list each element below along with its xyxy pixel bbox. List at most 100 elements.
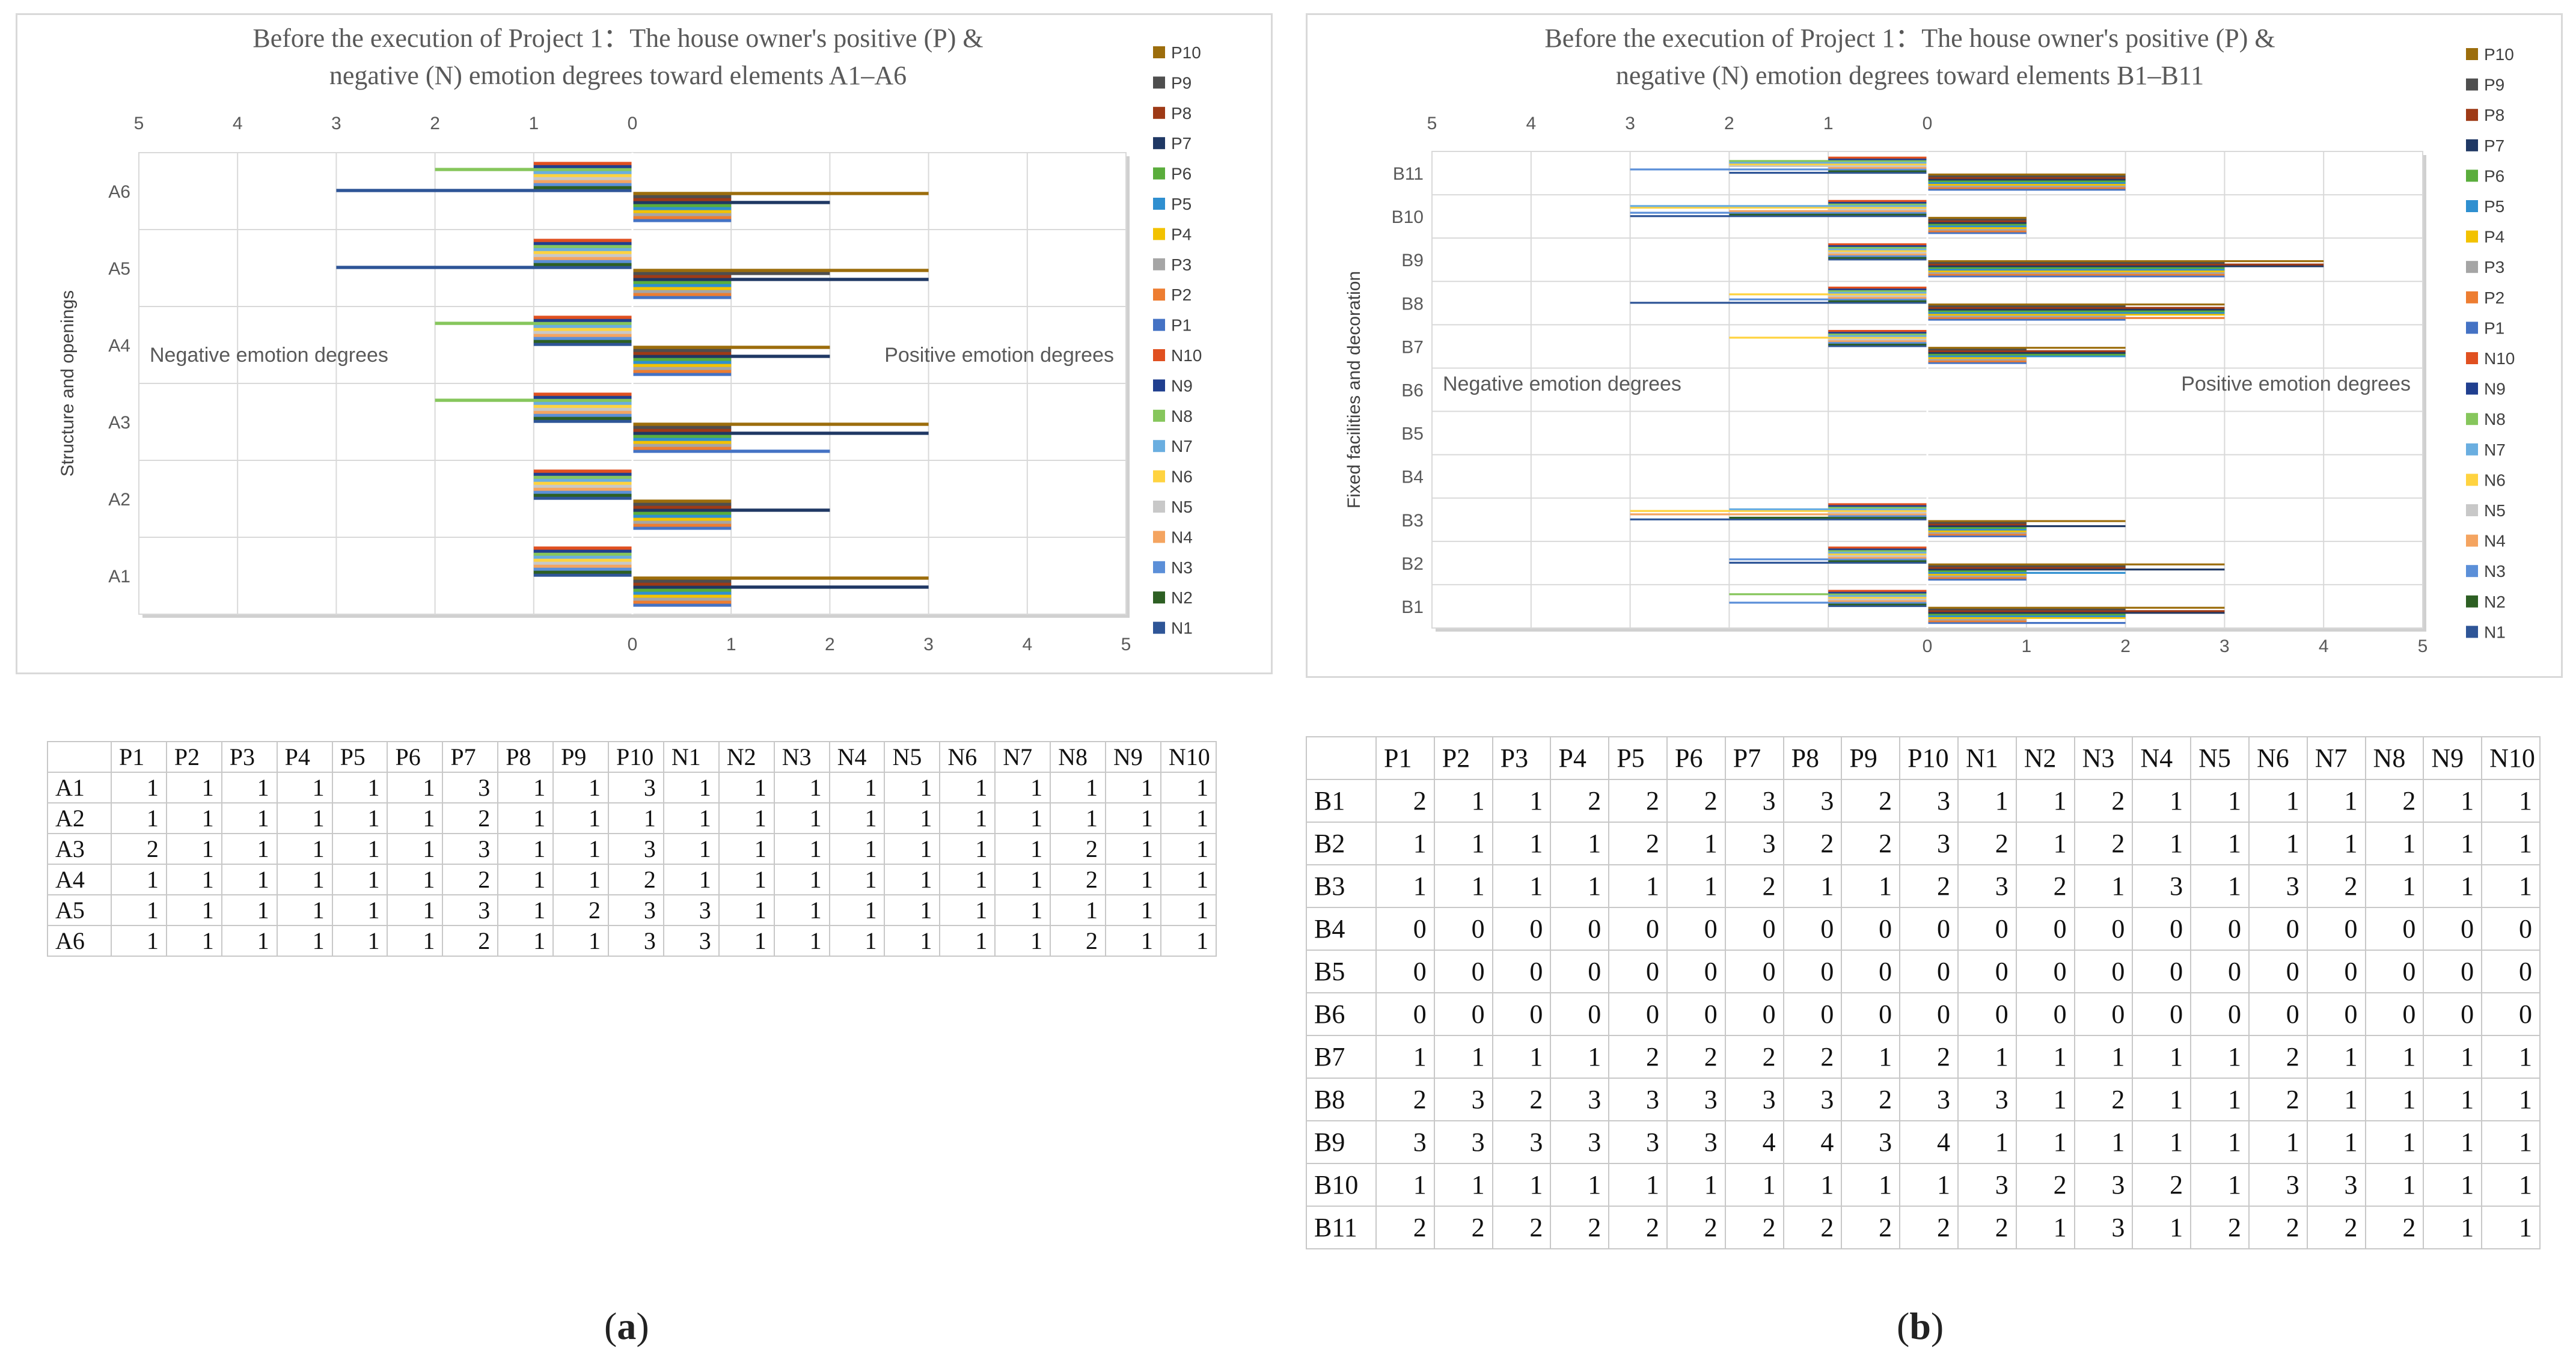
table-cell: 2: [2073, 822, 2134, 865]
table-cell: 2: [1899, 1206, 1959, 1249]
bar-B7-N1: [1828, 345, 1927, 347]
bar-A2-P5: [632, 514, 732, 518]
table-cell: 0: [2423, 907, 2483, 951]
category-label: A3: [108, 413, 130, 433]
table-cell: 1: [2132, 1120, 2192, 1164]
legend-label-N8: N8: [2484, 410, 2506, 428]
bottom-tick-label: 1: [2021, 636, 2031, 656]
table-cell: 1: [994, 894, 1051, 926]
bar-A1-N8: [533, 552, 632, 556]
bar-B11-P10: [1927, 173, 2126, 175]
top-tick-label: 1: [528, 114, 539, 133]
legend-swatch-N9: [1153, 379, 1165, 392]
table-cell: 2: [111, 833, 167, 865]
bar-B1-P9: [1927, 608, 2126, 611]
bar-A6-N5: [533, 177, 632, 180]
category-label: B2: [1401, 554, 1424, 574]
bar-A5-N6: [533, 251, 632, 254]
table-cell: 1: [387, 925, 444, 957]
table-header-cell: P3: [221, 741, 278, 773]
table-cell: 1: [2481, 1163, 2541, 1207]
table-cell: 2: [608, 864, 664, 895]
bar-B11-P9: [1927, 175, 2126, 177]
table-header-cell: P5: [331, 741, 388, 773]
table-cell: 3: [1724, 1078, 1784, 1121]
bar-B2-N9: [1828, 548, 1927, 550]
table-cell: 1: [2481, 1120, 2541, 1164]
table-cell: 0: [1899, 950, 1959, 993]
table-cell: 3: [1550, 1078, 1610, 1121]
legend-label-N4: N4: [1171, 528, 1193, 546]
legend-label-N8: N8: [1171, 407, 1193, 425]
bottom-tick-label: 4: [1022, 635, 1032, 654]
bar-B7-N5: [1828, 338, 1927, 341]
legend-label-P5: P5: [2484, 197, 2504, 216]
bar-A6-P9: [632, 195, 732, 198]
top-tick-label: 3: [1625, 114, 1635, 133]
table-cell: 1: [718, 925, 775, 957]
bar-B9-N3: [1828, 255, 1927, 257]
table-cell: 1: [2423, 1163, 2483, 1207]
table-cell: 0: [2190, 992, 2250, 1036]
bar-B1-N2: [1828, 603, 1927, 606]
legend-swatch-P3: [2466, 261, 2478, 273]
bottom-tick-label: 1: [726, 635, 736, 654]
table-cell: 1: [2132, 1206, 2192, 1249]
bar-A3-P10: [632, 422, 929, 426]
table-cell: 1: [1433, 864, 1493, 908]
table-cell: 3: [1899, 1078, 1959, 1121]
bar-B3-P10: [1927, 520, 2126, 522]
bar-B10-N1: [1630, 215, 1927, 218]
table-cell: 0: [1375, 907, 1435, 951]
table-cell: 1: [2364, 1035, 2425, 1079]
table-cell: 0: [1491, 992, 1552, 1036]
category-label: B8: [1401, 294, 1424, 314]
bar-B3-P8: [1927, 523, 2027, 526]
category-label: A1: [108, 567, 130, 587]
table-cell: 1: [165, 864, 222, 895]
table-cell: 0: [2073, 950, 2134, 993]
bar-B9-P3: [1927, 272, 2225, 274]
table-cell: 1: [773, 772, 830, 803]
bar-B8-N1: [1630, 302, 1927, 304]
table-cell: 1: [718, 772, 775, 803]
table-row: B3 1 1 1 1 1 1 2 1 1 2 3 2 1 3 1 3 2 1 1 1: [1306, 864, 2541, 908]
table-cell: 1: [1491, 822, 1552, 865]
bar-B7-P9: [1927, 348, 2027, 351]
table-cell: 1: [497, 772, 554, 803]
bar-A1-P7: [632, 585, 929, 589]
table-cell: 0: [1957, 907, 2017, 951]
chart-subtitle: negative (N) emotion degrees toward elem…: [329, 61, 907, 90]
positive-area-label: Positive emotion degrees: [2181, 373, 2411, 395]
bar-B2-N4: [1828, 556, 1927, 559]
legend-label-N10: N10: [2484, 349, 2515, 368]
bar-A1-N7: [533, 555, 632, 559]
bar-B8-P3: [1927, 315, 2126, 317]
table-row: A3 2 1 1 1 1 1 3 1 1 3 1 1 1 1 1 1 1 2 1 1: [47, 833, 1217, 865]
bar-B7-P4: [1927, 356, 2027, 359]
legend-swatch-N6: [1153, 470, 1165, 483]
bar-A2-P6: [632, 511, 732, 515]
table-row-label: B11: [1306, 1206, 1377, 1249]
bar-A6-N1: [336, 189, 632, 192]
bar-B8-P10: [1927, 303, 2225, 306]
bar-A3-N1: [533, 419, 632, 423]
bar-B1-N4: [1828, 600, 1927, 602]
table-cell: 2: [1724, 1035, 1784, 1079]
bar-A3-N9: [533, 395, 632, 399]
bar-A5-P6: [632, 281, 732, 284]
bar-A3-N8: [435, 398, 632, 402]
bar-A4-N6: [533, 328, 632, 331]
bar-B9-N2: [1828, 257, 1927, 259]
legend-label-P1: P1: [1171, 316, 1192, 335]
bar-B10-P5: [1927, 225, 2027, 228]
bar-B8-P1: [1927, 319, 2126, 321]
bar-B1-N9: [1828, 591, 1927, 594]
bar-A2-P1: [632, 526, 732, 530]
table-cell: 1: [939, 894, 996, 926]
table-cell: 1: [331, 833, 388, 865]
bar-A5-N7: [533, 248, 632, 251]
table-cell: 2: [2015, 1163, 2075, 1207]
bar-B11-P1: [1927, 189, 2126, 191]
bar-A1-P3: [632, 597, 732, 601]
